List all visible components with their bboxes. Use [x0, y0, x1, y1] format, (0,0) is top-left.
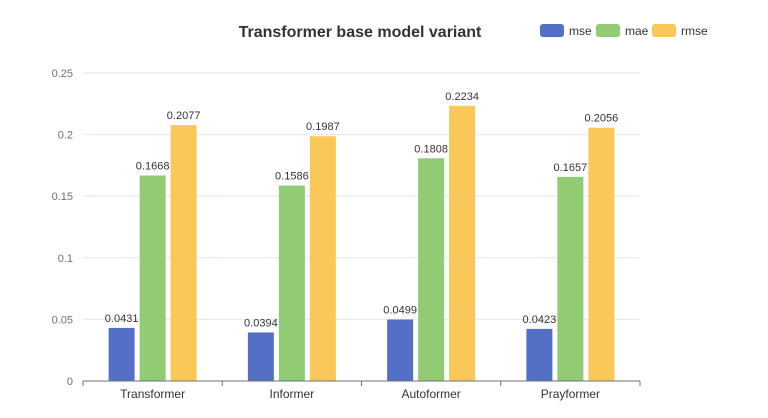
data-label-mse-informer: 0.0394 [244, 317, 278, 329]
data-labels: 0.0431 0.1668 0.2077 0.0394 0.1586 0.1987 0.04… [105, 91, 618, 330]
bar-mae-informer[interactable] [278, 185, 305, 381]
bar-mae-transformer[interactable] [139, 175, 166, 381]
data-label-rmse-transformer: 0.2077 [167, 110, 201, 122]
x-tick-label: Autoformer [401, 387, 460, 401]
legend-swatch-rmse[interactable] [652, 24, 676, 37]
legend-swatch-mae[interactable] [596, 24, 620, 37]
bars [108, 105, 615, 381]
bar-rmse-informer[interactable] [309, 136, 336, 381]
data-label-mae-transformer: 0.1668 [136, 161, 170, 173]
bar-mae-prayformer[interactable] [557, 176, 584, 381]
y-tick-label: 0 [67, 376, 73, 388]
x-tick-label: Transformer [120, 387, 185, 401]
y-tick-label: 0.2 [58, 130, 73, 142]
x-axis: Transformer Informer Autoformer Prayformer [82, 380, 641, 401]
bar-mae-autoformer[interactable] [418, 158, 445, 381]
y-tick-label: 0.1 [58, 253, 73, 265]
bar-mse-transformer[interactable] [108, 327, 135, 381]
data-label-mse-transformer: 0.0431 [105, 313, 139, 325]
data-label-rmse-prayformer: 0.2056 [585, 113, 619, 125]
bar-rmse-transformer[interactable] [170, 125, 197, 381]
bar-mse-autoformer[interactable] [387, 319, 414, 381]
data-label-rmse-informer: 0.1987 [306, 121, 340, 133]
data-label-rmse-autoformer: 0.2234 [445, 91, 479, 103]
data-label-mae-prayformer: 0.1657 [554, 162, 588, 174]
data-label-mae-autoformer: 0.1808 [414, 143, 448, 155]
bar-mse-prayformer[interactable] [526, 328, 553, 381]
data-label-mae-informer: 0.1586 [275, 171, 309, 183]
data-label-mse-prayformer: 0.0423 [523, 314, 557, 326]
y-tick-label: 0.25 [52, 68, 73, 80]
y-axis: 0 0.05 0.1 0.15 0.2 0.25 [52, 68, 73, 388]
legend-swatch-mse[interactable] [540, 24, 564, 37]
data-label-mse-autoformer: 0.0499 [383, 305, 417, 317]
bar-rmse-autoformer[interactable] [449, 105, 476, 381]
legend-label-mse[interactable]: mse [569, 24, 592, 38]
bar-mse-informer[interactable] [247, 332, 274, 381]
y-tick-label: 0.15 [52, 191, 73, 203]
y-tick-label: 0.05 [52, 314, 73, 326]
bar-rmse-prayformer[interactable] [588, 127, 615, 381]
x-tick-label: Prayformer [541, 387, 600, 401]
chart-title: Transformer base model variant [239, 24, 482, 41]
legend-label-mae[interactable]: mae [625, 24, 649, 38]
x-tick-label: Informer [270, 387, 315, 401]
legend-label-rmse[interactable]: rmse [681, 24, 708, 38]
legend[interactable]: mse mae rmse [540, 24, 708, 38]
